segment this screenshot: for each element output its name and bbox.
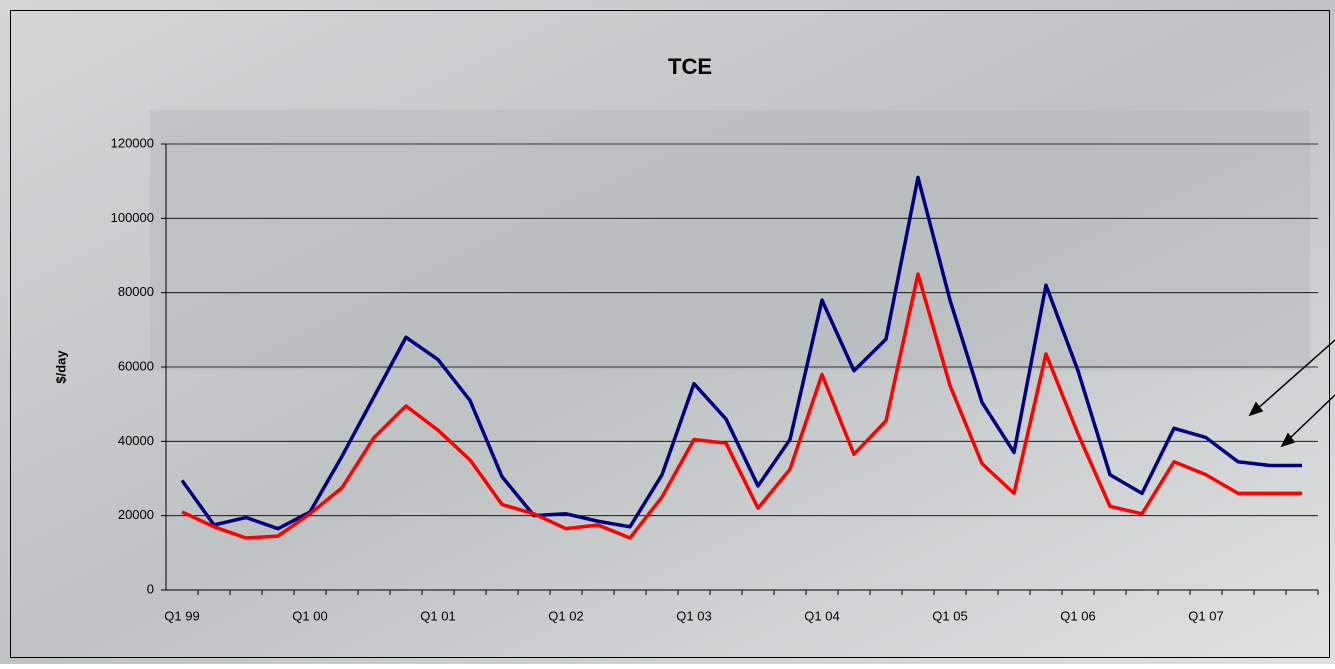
x-tick-label: Q1 05 <box>932 608 967 623</box>
y-tick-label: 60000 <box>118 358 154 373</box>
x-tick-label: Q1 07 <box>1188 608 1223 623</box>
y-tick-label: 120000 <box>111 135 154 150</box>
y-tick-label: 40000 <box>118 433 154 448</box>
arrow <box>1287 394 1335 441</box>
arrow-head <box>1280 432 1296 448</box>
x-tick-label: Q1 99 <box>164 608 199 623</box>
chart-title: TCE <box>668 54 712 79</box>
x-tick-label: Q1 04 <box>804 608 839 623</box>
y-tick-label: 100000 <box>111 210 154 225</box>
x-tick-label: Q1 02 <box>548 608 583 623</box>
arrow <box>1255 339 1335 411</box>
y-axis-label: $/day <box>53 350 68 384</box>
x-tick-label: Q1 01 <box>420 608 455 623</box>
arrow-head <box>1248 401 1264 417</box>
y-tick-label: 0 <box>147 581 154 596</box>
x-tick-label: Q1 03 <box>676 608 711 623</box>
y-tick-label: 80000 <box>118 284 154 299</box>
arrows <box>1248 339 1335 448</box>
series-line <box>180 175 1302 531</box>
x-tick-label: Q1 00 <box>292 608 327 623</box>
ship-shape <box>150 110 1310 370</box>
chart-border <box>10 10 1330 658</box>
y-tick-label: 20000 <box>118 507 154 522</box>
x-tick-label: Q1 06 <box>1060 608 1095 623</box>
series-line <box>181 272 1302 540</box>
